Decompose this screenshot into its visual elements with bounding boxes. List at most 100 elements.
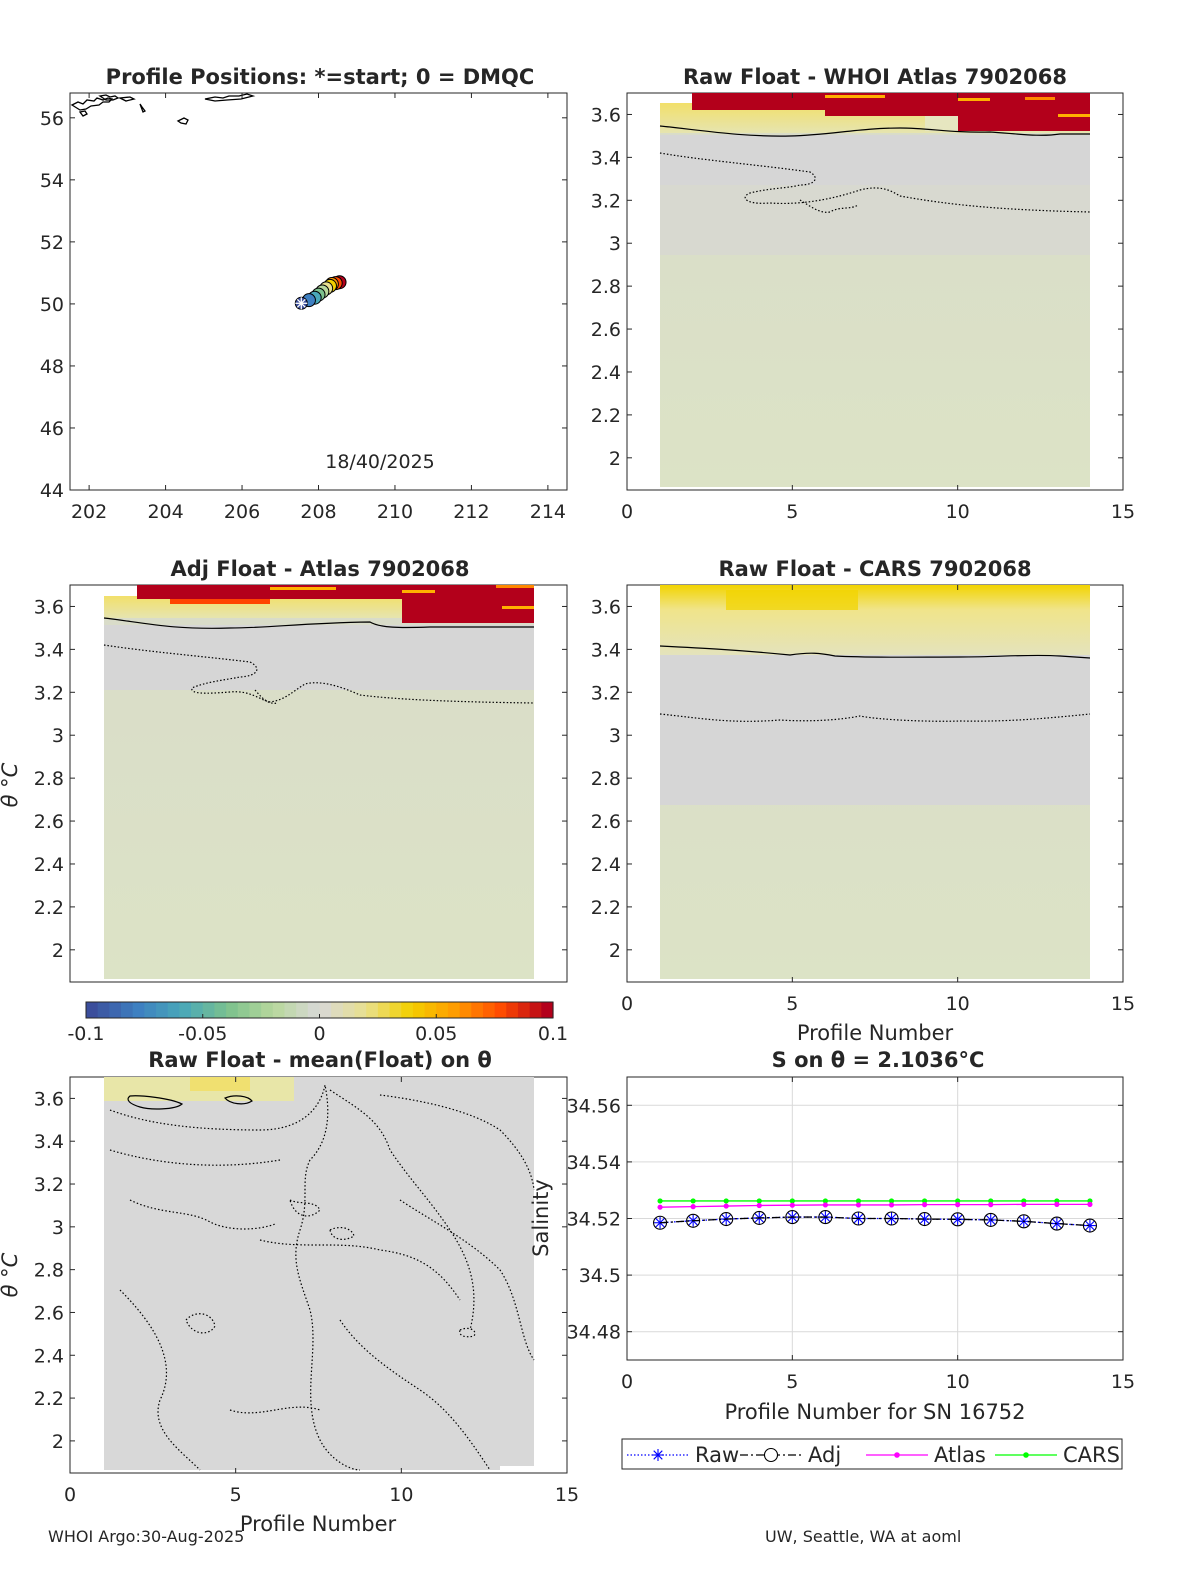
xtick-label: 10 [946, 993, 970, 1015]
colorbar-swatch [261, 1002, 274, 1018]
legend-marker-atlas [894, 1452, 900, 1458]
colorbar-swatch [494, 1002, 507, 1018]
point-cars [789, 1198, 795, 1204]
xtick-label: 5 [786, 501, 798, 523]
xtick-label: 15 [1111, 1371, 1135, 1393]
star-stroke [952, 1214, 963, 1225]
ytick-label: 2.6 [34, 811, 64, 833]
legend-marker-raw [652, 1449, 664, 1461]
point-atlas [955, 1202, 961, 1208]
colorbar-swatch [424, 1002, 437, 1018]
point-raw [1083, 1219, 1096, 1232]
colorbar-swatch [482, 1002, 496, 1018]
ytick-label: 2 [52, 940, 64, 962]
ytick-label: 2.6 [34, 1302, 64, 1324]
ytick-label: 3.6 [34, 596, 64, 618]
ytick-label: 34.52 [567, 1209, 621, 1231]
ytick-label: 2.6 [591, 319, 621, 341]
point-cars [822, 1198, 829, 1204]
ytick-label: 2.8 [591, 276, 621, 298]
point-adj [752, 1210, 767, 1225]
ytick-label: 2 [609, 448, 621, 470]
footer-left: WHOI Argo:30-Aug-2025 [48, 1527, 244, 1546]
ytick-label: 3.4 [591, 147, 621, 169]
point-cars [756, 1198, 762, 1204]
ytick-label: 3 [52, 725, 64, 747]
colorbar-swatch [214, 1002, 227, 1018]
ytick-label: 50 [40, 294, 64, 316]
colorbar-swatch [296, 1002, 309, 1018]
point-atlas [922, 1202, 928, 1208]
xtick-label: 5 [230, 1484, 242, 1506]
point-adj [884, 1211, 899, 1226]
series-line-atlas [660, 1203, 1090, 1208]
raw-mean-ylabel: θ °C [0, 1252, 22, 1297]
colorbar-swatch [237, 1002, 251, 1018]
point-raw [951, 1213, 964, 1226]
point-cars [657, 1198, 663, 1204]
salinity-panel: S on θ = 2.1036°C 0 5 10 15 34.48 34.5 34.52 34… [529, 1048, 1135, 1470]
colorbar-swatch [506, 1002, 519, 1018]
colorbar-swatch [167, 1002, 180, 1018]
point-adj [785, 1210, 800, 1225]
raw-mean-gap [500, 1466, 534, 1472]
point-atlas [855, 1202, 862, 1208]
xtick-label: 10 [946, 1371, 970, 1393]
raw-mean-xlabel: Profile Number [240, 1512, 397, 1536]
ytick-label: 3 [52, 1217, 64, 1239]
ytick-label: 2.8 [34, 768, 64, 790]
colorbar-swatch [412, 1002, 426, 1018]
profile-positions-map: Profile Positions: *=start; 0 = DMQC 202… [40, 65, 568, 523]
colorbar-swatch [342, 1002, 356, 1018]
point-atlas [1054, 1201, 1060, 1207]
colorbar-swatch [272, 1002, 286, 1018]
colorbar-swatch [307, 1002, 321, 1018]
ytick-label: 48 [40, 356, 64, 378]
raw-float-mean-panel: Raw Float - mean(Float) on θ 0 5 10 [0, 1048, 579, 1536]
adj-atlas-field [104, 585, 534, 979]
ytick-label: 2.2 [591, 405, 621, 427]
xtick-label: 0 [621, 993, 633, 1015]
raw-cars-contours [659, 645, 1091, 722]
raw-cars-xlabel: Profile Number [797, 1021, 954, 1045]
xtick-label: 15 [1111, 501, 1135, 523]
map-date-annotation: 18/40/2025 [325, 451, 435, 473]
adj-atlas-contours [103, 617, 535, 704]
map-title: Profile Positions: *=start; 0 = DMQC [106, 65, 535, 89]
series-line-adj [660, 1216, 1090, 1227]
colorbar-swatch [249, 1002, 262, 1018]
ytick-label: 2.2 [591, 897, 621, 919]
legend-label-cars: CARS [1063, 1443, 1120, 1467]
footer-right: UW, Seattle, WA at aoml [765, 1527, 961, 1546]
ytick-label: 2.8 [591, 768, 621, 790]
xtick-label: 15 [1111, 993, 1135, 1015]
colorbar-swatch [401, 1002, 414, 1018]
point-adj [1049, 1216, 1064, 1231]
adj-atlas-ylabel: θ °C [0, 762, 22, 807]
point-adj [686, 1213, 701, 1228]
ytick-label: 3.4 [34, 1131, 64, 1153]
raw-atlas-title: Raw Float - WHOI Atlas 7902068 [683, 65, 1067, 89]
point-cars [888, 1198, 895, 1204]
adj-float-atlas-panel: Adj Float - Atlas 7902068 2 2.2 2.4 2.6 2.8 3… [0, 557, 568, 983]
ytick-label: 2.4 [34, 854, 64, 876]
raw-atlas-field [660, 93, 1090, 487]
colorbar-swatch [319, 1002, 332, 1018]
colorbar: -0.1 -0.05 0 0.05 0.1 [67, 1001, 568, 1045]
ytick-label: 34.54 [567, 1152, 621, 1174]
colorbar-swatch [144, 1002, 157, 1018]
point-cars [988, 1198, 994, 1204]
profile-points [294, 275, 347, 310]
point-atlas [756, 1202, 762, 1209]
ytick-label: 3 [609, 233, 621, 255]
star-stroke [1052, 1218, 1062, 1229]
coastline [70, 93, 256, 125]
raw-mean-field [104, 1077, 534, 1470]
raw-float-cars-panel: Raw Float - CARS 7902068 0 5 10 15 2 2.2 2.4 2.… [591, 557, 1135, 1045]
point-raw [984, 1213, 997, 1226]
ytick-label: 46 [40, 418, 64, 440]
ytick-label: 52 [40, 232, 64, 254]
colorbar-swatch [86, 1002, 99, 1018]
colorbar-swatch [202, 1002, 216, 1018]
